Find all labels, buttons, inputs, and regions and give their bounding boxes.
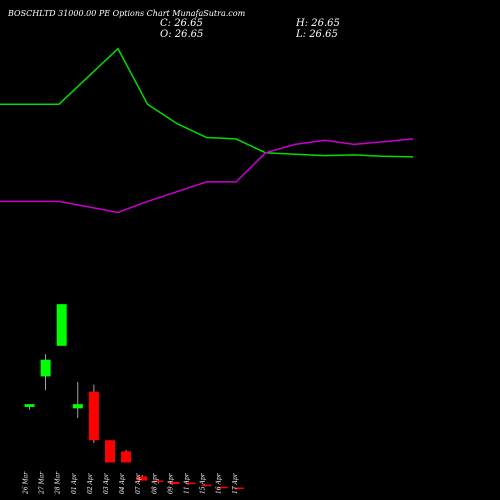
candle-body [217, 486, 228, 489]
candle-02-apr [88, 384, 99, 444]
candle-03-apr [105, 440, 115, 463]
x-tick-label: 02 Apr [87, 472, 94, 494]
x-tick-label: 15 Apr [200, 472, 207, 494]
x-tick-label: 17 Apr [232, 472, 239, 494]
candles [24, 304, 244, 489]
candle-11-apr [185, 482, 196, 485]
candle-27-mar [40, 354, 51, 391]
close-value: C: 26.65 [160, 18, 203, 29]
candle-body [121, 451, 132, 463]
candle-body [233, 487, 244, 489]
candle-body [185, 482, 196, 485]
candle-body [105, 440, 115, 463]
candle-07-apr [137, 475, 148, 481]
x-tick-label: 03 Apr [103, 472, 110, 494]
x-tick-label: 11 Apr [184, 472, 191, 494]
open-value: O: 26.65 [160, 29, 204, 40]
candle-body [153, 480, 164, 483]
chart-title: BOSCHLTD 31000.00 PE Options Chart Munaf… [8, 9, 246, 18]
candle-09-apr [169, 481, 180, 485]
candle-body [88, 391, 99, 441]
x-tick-label: 16 Apr [216, 472, 223, 494]
x-tick-label: 26 Mar [23, 471, 30, 495]
candle-body [169, 481, 180, 485]
candle-15-apr [201, 484, 212, 487]
low-value: L: 26.65 [296, 29, 338, 40]
candle-04-apr [121, 450, 132, 463]
x-tick-label: 08 Apr [151, 472, 158, 494]
candle-body [56, 304, 67, 346]
x-tick-label: 04 Apr [119, 472, 126, 494]
candle-body [24, 404, 35, 407]
candle-01-apr [72, 381, 83, 419]
indicator-line-2 [0, 138, 414, 214]
x-tick-label: 27 Mar [39, 471, 46, 495]
candle-08-apr [153, 479, 164, 484]
x-tick-label: 09 Apr [167, 472, 174, 494]
indicator-line-1 [0, 47, 414, 158]
candle-body [72, 404, 83, 409]
x-tick-label: 28 Mar [55, 471, 62, 495]
high-value: H: 26.65 [296, 18, 340, 29]
candle-17-apr [233, 487, 244, 489]
x-tick-label: 01 Apr [71, 472, 78, 494]
candle-16-apr [217, 486, 228, 489]
candle-body [40, 359, 51, 377]
candle-body [137, 476, 148, 481]
x-tick-label: 07 Apr [135, 472, 142, 494]
x-axis-labels: 26 Mar 27 Mar 28 Mar 01 Apr 02 Apr 03 Apr 04 A… [23, 471, 239, 495]
indicator-lines [0, 47, 414, 214]
candle-28-mar [56, 304, 67, 346]
candle-26-mar [24, 404, 35, 410]
candle-body [201, 484, 212, 487]
